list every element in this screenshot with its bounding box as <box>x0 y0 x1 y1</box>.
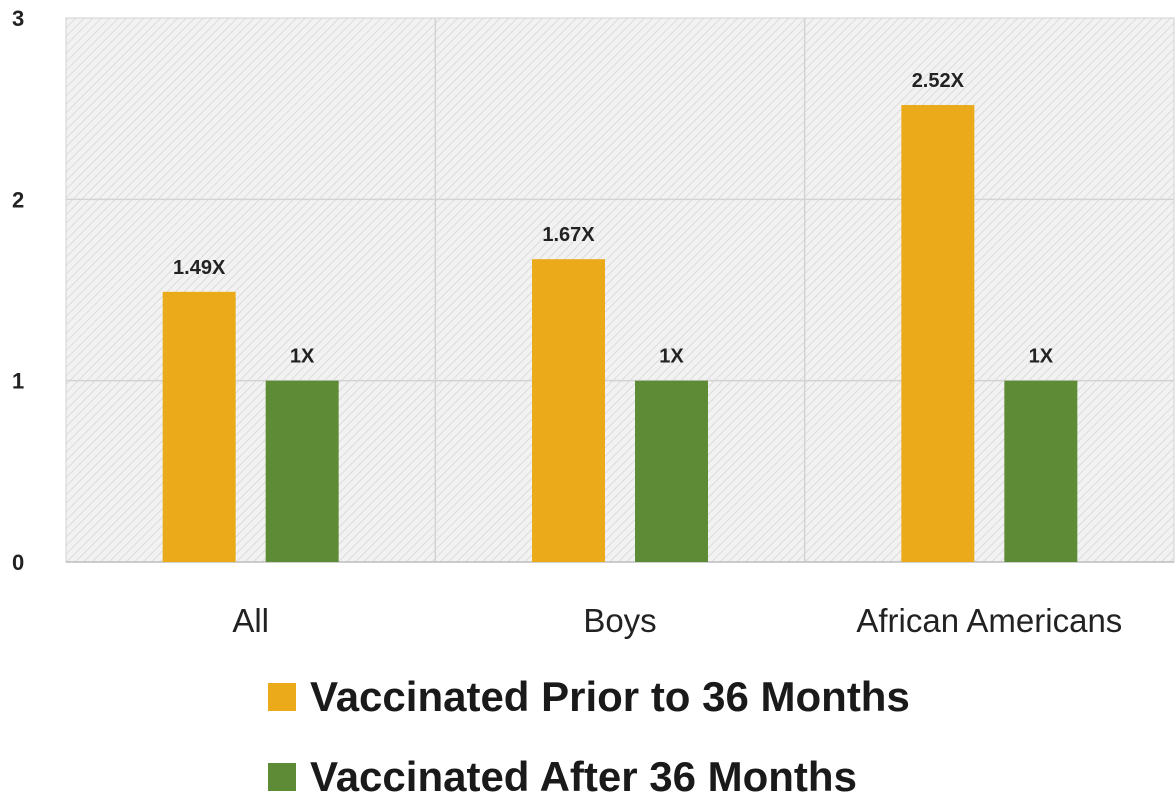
bar-prior-0 <box>162 291 236 562</box>
legend-swatch <box>268 683 296 711</box>
legend-label: Vaccinated Prior to 36 Months <box>310 673 910 720</box>
legend-swatch <box>268 763 296 791</box>
bar-prior-2 <box>901 105 975 562</box>
legend: Vaccinated Prior to 36 Months Vaccinated … <box>268 673 910 800</box>
data-labels: 1.49X 1X 1.67X 1X 2.52X 1X <box>173 70 1054 368</box>
bar-after-0 <box>265 380 339 562</box>
y-tick-label: 2 <box>12 187 24 212</box>
data-label: 1X <box>290 346 315 368</box>
y-tick-label: 0 <box>12 550 24 575</box>
bars <box>162 105 1078 562</box>
category-label: African Americans <box>856 602 1122 639</box>
y-tick-label: 1 <box>12 369 24 394</box>
category-labels: All Boys African Americans <box>232 602 1122 639</box>
category-label: All <box>232 602 269 639</box>
bar-after-1 <box>635 380 708 562</box>
bar-after-2 <box>1004 380 1078 562</box>
plot-area <box>65 17 1175 563</box>
data-label: 1.49X <box>173 257 226 279</box>
data-label: 1X <box>1029 346 1054 368</box>
data-label: 1.67X <box>542 224 595 246</box>
y-axis-ticks: 0 1 2 3 <box>12 6 24 575</box>
data-label: 2.52X <box>912 70 965 92</box>
legend-label: Vaccinated After 36 Months <box>310 753 857 799</box>
y-tick-label: 3 <box>12 6 24 31</box>
bar-prior-1 <box>532 259 605 562</box>
data-label: 1X <box>659 346 684 368</box>
gridlines <box>66 18 1174 563</box>
category-label: Boys <box>583 602 656 639</box>
